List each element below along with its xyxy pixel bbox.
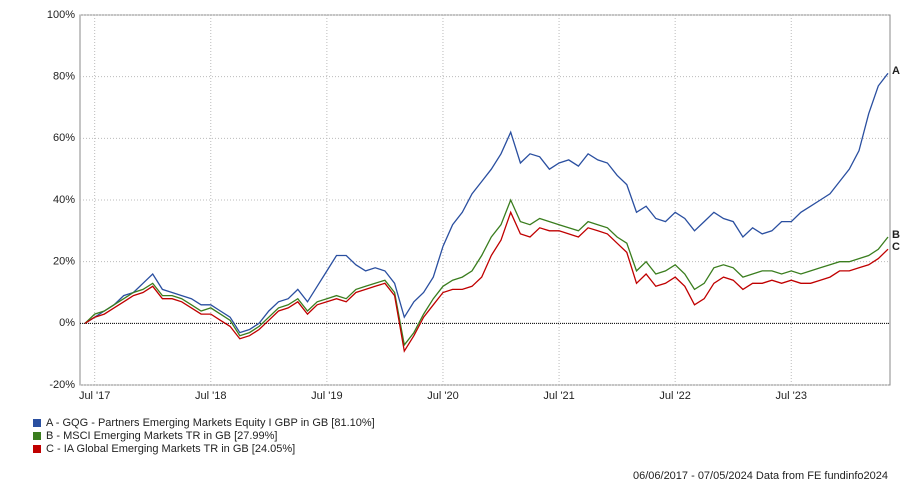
x-tick-label: Jul '22 — [659, 390, 690, 402]
series-line — [84, 72, 889, 334]
x-tick-label: Jul '20 — [427, 390, 458, 402]
series-end-label: A — [892, 65, 900, 77]
x-tick-label: Jul '21 — [543, 390, 574, 402]
legend-label: A - GQG - Partners Emerging Markets Equi… — [46, 417, 375, 429]
x-tick-label: Jul '18 — [195, 390, 226, 402]
y-tick-label: 20% — [53, 256, 75, 268]
y-tick-label: 60% — [53, 132, 75, 144]
x-tick-label: Jul '17 — [79, 390, 110, 402]
x-tick-label: Jul '23 — [776, 390, 807, 402]
series-end-label: B — [892, 229, 900, 241]
series-end-label: C — [892, 241, 900, 253]
legend-swatch — [33, 445, 41, 453]
legend-label: B - MSCI Emerging Markets TR in GB [27.9… — [46, 430, 277, 442]
y-tick-label: 80% — [53, 71, 75, 83]
y-tick-label: 40% — [53, 194, 75, 206]
y-tick-label: 100% — [47, 9, 75, 21]
series-line — [84, 210, 889, 353]
legend-swatch — [33, 419, 41, 427]
y-tick-label: -20% — [49, 379, 75, 391]
series-line — [84, 198, 889, 347]
footer: 06/06/2017 - 07/05/2024 Data from FE fun… — [633, 470, 888, 482]
legend-swatch — [33, 432, 41, 440]
y-tick-label: 0% — [59, 317, 75, 329]
x-tick-label: Jul '19 — [311, 390, 342, 402]
legend-label: C - IA Global Emerging Markets TR in GB … — [46, 443, 295, 455]
